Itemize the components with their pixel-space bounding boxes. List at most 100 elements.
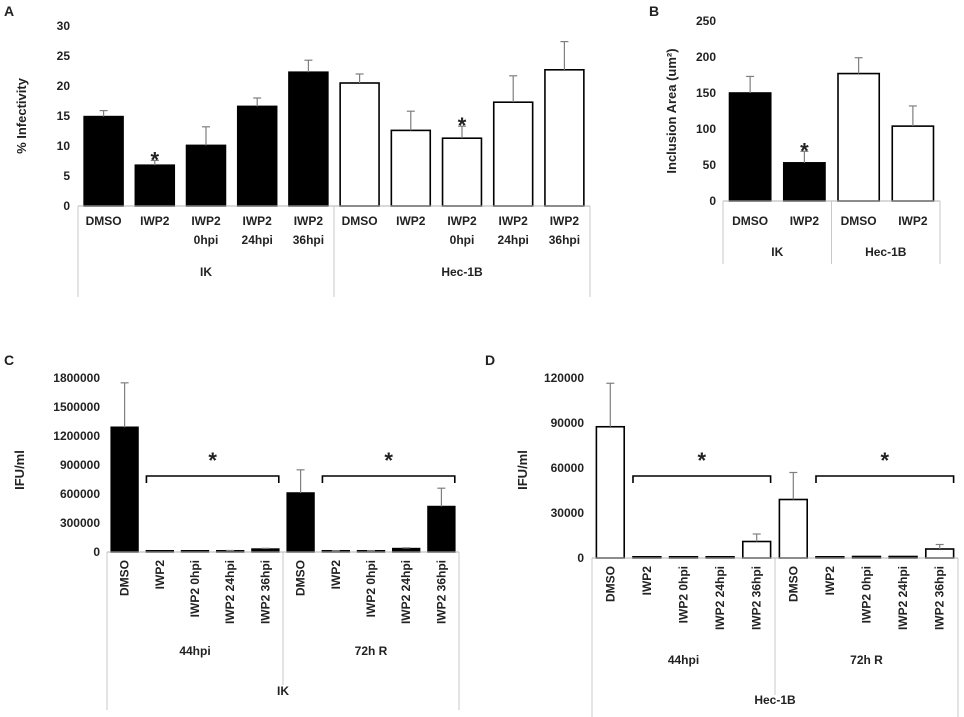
bar bbox=[110, 426, 139, 553]
category-label-line: IWP2 bbox=[790, 214, 820, 228]
significance-bracket bbox=[145, 475, 280, 483]
significance-star: * bbox=[151, 147, 160, 172]
significance-star: * bbox=[698, 448, 707, 473]
y-tick-label: 300000 bbox=[60, 516, 100, 530]
bar bbox=[427, 505, 456, 553]
category-label: IWP2 bbox=[640, 566, 654, 596]
significance-star: * bbox=[208, 448, 217, 473]
y-tick-label: 100 bbox=[696, 122, 716, 136]
bar bbox=[492, 101, 534, 207]
group-label: Hec-1B bbox=[865, 245, 907, 259]
bar bbox=[891, 125, 935, 202]
category-label: IWP2 0hpi bbox=[677, 566, 691, 623]
bar bbox=[837, 72, 881, 202]
category-label: IWP2 36hpi bbox=[434, 560, 448, 624]
y-tick-label: 150 bbox=[696, 86, 716, 100]
category-label: DMSO bbox=[841, 214, 877, 228]
category-label: IWP2 0hpi bbox=[364, 560, 378, 617]
significance-star: * bbox=[458, 113, 467, 138]
category-label: IWP2 24hpi bbox=[223, 560, 237, 624]
category-label: IWP2 bbox=[823, 566, 837, 596]
category-label: DMSO bbox=[732, 214, 768, 228]
y-axis-title: Inclusion Area (um²) bbox=[664, 48, 679, 173]
y-axis-title: IFU/ml bbox=[12, 450, 27, 490]
significance-bracket bbox=[632, 475, 772, 483]
y-tick-label: 10 bbox=[57, 139, 71, 153]
significance-star: * bbox=[384, 448, 393, 473]
y-tick-label: 0 bbox=[577, 551, 584, 565]
bar bbox=[134, 164, 176, 207]
category-label: IWP2 0hpi bbox=[191, 214, 221, 247]
y-axis-title: IFU/ml bbox=[515, 450, 530, 490]
category-label-line: IWP2 bbox=[898, 214, 928, 228]
group-label: IK bbox=[200, 265, 212, 279]
category-label: IWP2 24hpi bbox=[713, 566, 727, 630]
outer-group-label: Hec-1B bbox=[754, 693, 796, 707]
category-label-line: IWP2 bbox=[550, 214, 580, 228]
bar bbox=[924, 548, 955, 559]
bar bbox=[185, 144, 227, 207]
category-label-line: 36hpi bbox=[293, 233, 324, 247]
category-label: DMSO bbox=[786, 566, 800, 602]
category-label: IWP2 0hpi bbox=[447, 214, 477, 247]
category-label-line: IWP2 bbox=[243, 214, 273, 228]
category-label: IWP2 24hpi bbox=[242, 214, 273, 247]
category-label: IWP2 0hpi bbox=[860, 566, 874, 623]
category-label: IWP2 bbox=[140, 214, 170, 228]
category-label: DMSO bbox=[603, 566, 617, 602]
bar bbox=[83, 115, 124, 207]
y-tick-label: 50 bbox=[703, 158, 717, 172]
y-tick-label: 1800000 bbox=[53, 371, 100, 385]
y-tick-label: 30 bbox=[57, 19, 71, 33]
group-label: 44hpi bbox=[179, 644, 210, 658]
significance-star: * bbox=[881, 448, 890, 473]
category-label-line: 0hpi bbox=[450, 233, 475, 247]
y-tick-label: 25 bbox=[57, 49, 71, 63]
category-label: DMSO bbox=[118, 560, 132, 596]
category-label: IWP2 36hpi bbox=[750, 566, 764, 630]
category-label: DMSO bbox=[86, 214, 122, 228]
category-label: IWP2 bbox=[153, 560, 167, 590]
panel-label-c: C bbox=[4, 352, 14, 368]
y-tick-label: 20 bbox=[57, 79, 71, 93]
panel-label-b: B bbox=[649, 3, 659, 19]
panel-c-ik-ifu-chart: 0 300000 600000 900000 1200000 1500000 1800000… bbox=[12, 371, 460, 710]
group-label: 72h R bbox=[355, 644, 388, 658]
panel-a-infectivity-chart: 0 5 10 15 20 25 30 % Infectivity * * DMSO IWP2 IWP2 0… bbox=[14, 19, 591, 297]
bar bbox=[288, 71, 329, 207]
y-tick-label: 1200000 bbox=[53, 429, 100, 443]
category-label: IWP2 0hpi bbox=[188, 560, 202, 617]
category-label: IWP2 24hpi bbox=[896, 566, 910, 630]
y-tick-label: 1500000 bbox=[53, 400, 100, 414]
panel-d-hec1b-ifu-chart: 0 30000 60000 90000 120000 IFU/ml * * DMSO IWP2 IW… bbox=[515, 371, 959, 717]
category-label-line: IWP2 bbox=[140, 214, 170, 228]
y-tick-label: 60000 bbox=[551, 461, 585, 475]
bar bbox=[728, 92, 772, 202]
bar bbox=[441, 137, 483, 207]
category-label-line: IWP2 bbox=[396, 214, 426, 228]
category-label-line: DMSO bbox=[342, 214, 378, 228]
significance-bracket bbox=[321, 475, 456, 483]
category-label-line: DMSO bbox=[86, 214, 122, 228]
category-label-line: DMSO bbox=[841, 214, 877, 228]
y-tick-label: 120000 bbox=[544, 371, 584, 385]
category-label: IWP2 bbox=[790, 214, 820, 228]
category-label: IWP2 bbox=[329, 560, 343, 590]
bar bbox=[595, 425, 626, 559]
category-label-line: IWP2 bbox=[499, 214, 529, 228]
outer-group-label: IK bbox=[277, 684, 289, 698]
bar bbox=[544, 69, 585, 207]
y-tick-label: 600000 bbox=[60, 487, 100, 501]
y-tick-label: 0 bbox=[709, 194, 716, 208]
significance-bracket bbox=[815, 475, 955, 483]
category-label: IWP2 36hpi bbox=[258, 560, 272, 624]
group-label: Hec-1B bbox=[441, 265, 483, 279]
group-label: IK bbox=[771, 245, 783, 259]
y-tick-label: 15 bbox=[57, 109, 71, 123]
panel-label-d: D bbox=[485, 352, 495, 368]
panel-b-inclusion-area-chart: 0 50 100 150 200 250 Inclusion Area (um²) * DMSO… bbox=[664, 14, 941, 264]
y-tick-label: 0 bbox=[93, 545, 100, 559]
category-label-line: 36hpi bbox=[549, 233, 580, 247]
bar bbox=[236, 105, 278, 207]
bar bbox=[778, 498, 809, 559]
